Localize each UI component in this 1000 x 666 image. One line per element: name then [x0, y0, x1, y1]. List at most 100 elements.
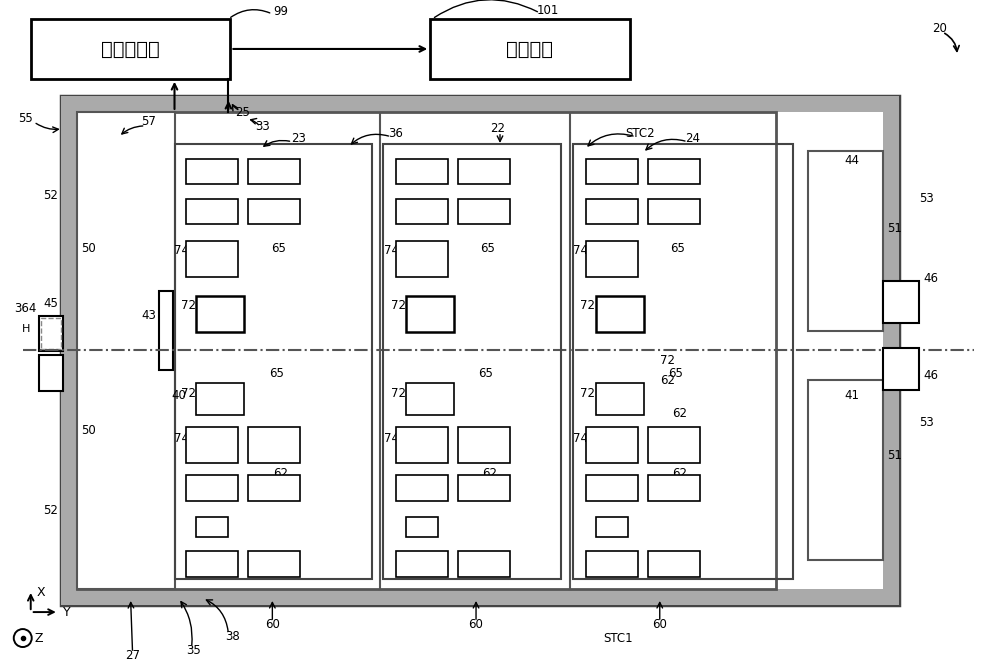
Bar — [186, 159, 238, 184]
Text: 72: 72 — [580, 387, 595, 400]
Text: 62: 62 — [483, 467, 498, 480]
Text: 53: 53 — [919, 192, 934, 205]
Text: 46: 46 — [924, 369, 939, 382]
Text: 70: 70 — [256, 432, 271, 445]
Bar — [586, 198, 638, 224]
Bar — [39, 316, 63, 352]
Bar — [648, 159, 700, 184]
Text: 65: 65 — [668, 367, 683, 380]
Text: 70: 70 — [199, 212, 214, 225]
Bar — [186, 476, 238, 501]
Text: 40: 40 — [171, 389, 186, 402]
Text: 74: 74 — [573, 244, 588, 257]
Bar — [31, 19, 230, 79]
Text: 70: 70 — [598, 212, 613, 225]
Text: 33: 33 — [255, 121, 270, 133]
Text: 24: 24 — [685, 133, 700, 145]
Text: 41: 41 — [844, 389, 859, 402]
Text: 60: 60 — [652, 617, 667, 631]
Bar — [77, 112, 776, 589]
Text: 62: 62 — [672, 467, 687, 480]
Bar — [396, 198, 448, 224]
Text: 46: 46 — [924, 272, 939, 285]
Bar — [248, 198, 300, 224]
Bar — [396, 240, 448, 276]
Text: 50: 50 — [81, 424, 96, 437]
Text: 72: 72 — [391, 387, 406, 400]
Text: 35: 35 — [186, 643, 201, 657]
Text: 62: 62 — [660, 374, 675, 387]
Text: 38: 38 — [225, 629, 240, 643]
Bar — [586, 551, 638, 577]
Text: 72: 72 — [181, 299, 196, 312]
Bar — [406, 517, 438, 537]
Bar — [248, 551, 300, 577]
Bar — [458, 476, 510, 501]
Text: H: H — [22, 324, 30, 334]
Bar — [406, 384, 454, 416]
Text: 72: 72 — [660, 354, 675, 367]
Text: 25: 25 — [235, 107, 250, 119]
Text: STC1: STC1 — [603, 631, 633, 645]
Bar — [808, 380, 883, 560]
Bar — [883, 348, 919, 390]
Text: 60: 60 — [265, 617, 280, 631]
Text: 74: 74 — [174, 244, 189, 257]
Text: 72: 72 — [580, 299, 595, 312]
Text: 74: 74 — [384, 244, 399, 257]
Bar — [458, 159, 510, 184]
Text: 72: 72 — [181, 387, 196, 400]
Text: 20: 20 — [932, 23, 947, 35]
Text: Z: Z — [35, 631, 43, 645]
Bar — [248, 428, 300, 464]
Bar — [186, 428, 238, 464]
Bar — [648, 428, 700, 464]
Text: 62: 62 — [273, 467, 288, 480]
Text: 控制设备: 控制设备 — [506, 39, 553, 59]
Bar — [186, 198, 238, 224]
Text: 52: 52 — [43, 189, 58, 202]
Text: 70: 70 — [655, 432, 670, 445]
Bar — [396, 551, 448, 577]
Text: 45: 45 — [43, 297, 58, 310]
Bar — [196, 384, 244, 416]
Bar — [196, 296, 244, 332]
Text: STC2: STC2 — [625, 127, 655, 141]
Text: 364: 364 — [15, 302, 37, 315]
Bar — [175, 144, 372, 579]
Bar — [61, 96, 899, 605]
Text: 51: 51 — [887, 222, 902, 235]
Bar — [648, 198, 700, 224]
Bar — [61, 589, 899, 605]
Bar — [648, 476, 700, 501]
Bar — [61, 96, 77, 605]
Text: 51: 51 — [887, 449, 902, 462]
Text: 70: 70 — [409, 212, 424, 225]
Bar — [883, 96, 899, 605]
Text: 43: 43 — [141, 309, 156, 322]
Bar — [61, 96, 899, 112]
Text: 65: 65 — [481, 242, 495, 255]
Bar — [248, 476, 300, 501]
Bar — [596, 384, 644, 416]
Text: 60: 60 — [469, 617, 483, 631]
Text: 55: 55 — [18, 113, 33, 125]
Bar — [458, 551, 510, 577]
Text: 101: 101 — [537, 3, 559, 17]
Bar — [159, 290, 173, 370]
Bar — [186, 240, 238, 276]
Bar — [586, 476, 638, 501]
Text: 74: 74 — [573, 432, 588, 445]
Text: 65: 65 — [271, 242, 286, 255]
Text: 72: 72 — [391, 299, 406, 312]
Text: 62: 62 — [672, 407, 687, 420]
Bar — [41, 318, 61, 350]
Text: 99: 99 — [273, 5, 288, 17]
Text: 65: 65 — [670, 242, 685, 255]
Bar — [586, 159, 638, 184]
Text: 57: 57 — [141, 115, 156, 129]
Bar — [396, 476, 448, 501]
Text: 65: 65 — [479, 367, 493, 380]
Bar — [586, 240, 638, 276]
Bar — [573, 144, 793, 579]
